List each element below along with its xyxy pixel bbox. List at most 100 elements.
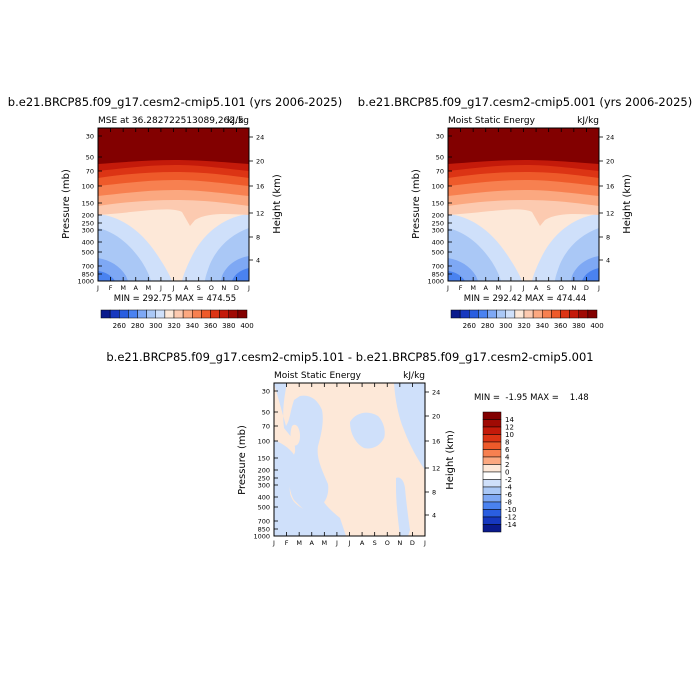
x-tick-label: J (96, 284, 99, 292)
colorbar-label: 12 (505, 424, 514, 432)
colorbar-box (523, 309, 534, 319)
x-tick-label: M (120, 284, 126, 292)
colorbar-label: 2 (505, 461, 509, 469)
colorbar-box (487, 309, 497, 319)
colorbar-box (128, 309, 138, 319)
y-tick-label: 400 (82, 239, 94, 247)
panel-2: b.e21.BRCP85.f09_g17.cesm2-cmip5.001 (yr… (358, 95, 692, 330)
colorbar-label: -2 (505, 476, 512, 484)
y-tick-label: 300 (258, 482, 270, 490)
y-tick-label: 50 (262, 409, 270, 417)
colorbar-label: 320 (167, 322, 180, 330)
x-tick-label: J (522, 284, 525, 292)
y-tick-label: 300 (82, 227, 94, 235)
panel-1-colorbar: 260 280 300 320 340 360 380 400 (100, 309, 254, 330)
colorbar-label: 400 (590, 322, 603, 330)
y-tick-label: 100 (432, 183, 444, 191)
x-tick-label: J (446, 284, 449, 292)
colorbar-label: 4 (505, 454, 510, 462)
colorbar-label: 300 (149, 322, 162, 330)
colorbar-label: 10 (505, 431, 514, 439)
y-tick-label: 50 (436, 154, 444, 162)
y-tick-label: 500 (432, 249, 444, 257)
x-tick-label: M (146, 284, 152, 292)
panel-2-ylabel-right: Height (km) (622, 174, 633, 234)
colorbar-label: 320 (517, 322, 530, 330)
y2-tick-label: 12 (256, 210, 264, 218)
panel-3-fill-negative-6 (396, 477, 410, 536)
y-tick-label: 30 (436, 133, 444, 141)
x-tick-label: O (385, 539, 390, 547)
x-tick-label: F (285, 539, 289, 547)
colorbar-box (201, 309, 211, 319)
panel-3-axes: J F M A M J J A S O N D J305070100150200250300400500… (253, 383, 440, 547)
y-tick-label: 100 (258, 438, 270, 446)
panel-1-stats: MIN = 292.75 MAX = 474.55 (114, 294, 236, 304)
colorbar-box (542, 309, 552, 319)
x-tick-label: A (134, 284, 139, 292)
x-tick-label: S (197, 284, 201, 292)
colorbar-label: 380 (572, 322, 585, 330)
colorbar-box (478, 309, 488, 319)
colorbar-label: -4 (505, 484, 513, 492)
colorbar-box (482, 501, 502, 510)
colorbar-box (482, 449, 502, 458)
panel-1-title: b.e21.BRCP85.f09_g17.cesm2-cmip5.101 (yr… (8, 95, 342, 109)
y-tick-label: 250 (82, 220, 94, 228)
panel-3-subtitle-right: kJ/kg (403, 371, 425, 381)
y-tick-label: 250 (432, 220, 444, 228)
panel-2-axes: J F M A M J J A S O N D J305070100150200250300400500… (427, 128, 614, 292)
y-tick-label: 400 (432, 239, 444, 247)
colorbar-box (237, 309, 248, 319)
colorbar-label: 14 (505, 416, 514, 424)
colorbar-box (469, 309, 479, 319)
y-tick-label: 200 (82, 212, 94, 220)
colorbar-box (505, 309, 516, 319)
panel-1-subtitle-left: MSE at 36.282722513089,262.5 (98, 116, 244, 126)
colorbar-label: 380 (222, 322, 235, 330)
colorbar-box (482, 471, 502, 480)
y2-tick-label: 8 (606, 234, 610, 242)
y2-tick-label: 4 (606, 257, 610, 265)
colorbar-label: 300 (499, 322, 512, 330)
colorbar-label: -6 (505, 491, 513, 499)
x-tick-label: A (360, 539, 365, 547)
y-tick-label: 400 (258, 494, 270, 502)
x-tick-label: J (172, 284, 175, 292)
panel-1: b.e21.BRCP85.f09_g17.cesm2-cmip5.101 (yr… (8, 95, 342, 330)
x-tick-label: J (509, 284, 512, 292)
y2-tick-label: 8 (256, 234, 260, 242)
y2-tick-label: 20 (432, 413, 440, 421)
colorbar-label: 280 (131, 322, 144, 330)
y-tick-label: 300 (432, 227, 444, 235)
x-tick-label: M (496, 284, 502, 292)
colorbar-box (587, 309, 598, 319)
x-tick-label: A (310, 539, 315, 547)
colorbar-box (551, 309, 561, 319)
y-tick-label: 700 (432, 263, 444, 271)
y2-tick-label: 8 (432, 489, 436, 497)
colorbar-box (146, 309, 156, 319)
x-tick-label: A (184, 284, 189, 292)
x-tick-label: A (534, 284, 539, 292)
colorbar-box (482, 441, 502, 450)
y2-tick-label: 4 (432, 512, 436, 520)
colorbar-box (482, 509, 502, 518)
x-tick-label: S (373, 539, 377, 547)
x-tick-label: S (547, 284, 551, 292)
colorbar-box (164, 309, 175, 319)
colorbar-label: 280 (481, 322, 494, 330)
x-tick-label: O (559, 284, 564, 292)
colorbar-label: -14 (505, 521, 517, 529)
panel-3-subtitle-left: Moist Static Energy (274, 371, 362, 381)
y2-tick-label: 4 (256, 257, 260, 265)
panel-3-title: b.e21.BRCP85.f09_g17.cesm2-cmip5.101 - b… (106, 350, 593, 364)
colorbar-box (482, 411, 502, 420)
colorbar-box (109, 309, 120, 319)
y2-tick-label: 24 (606, 134, 614, 142)
colorbar-label: 340 (186, 322, 199, 330)
x-tick-label: D (584, 284, 589, 292)
panel-1-contour-field (98, 128, 249, 281)
panel-1-fill-410 (98, 128, 249, 164)
